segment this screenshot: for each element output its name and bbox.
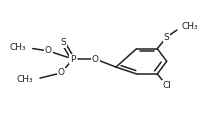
Text: O: O (58, 68, 65, 77)
Text: Cl: Cl (161, 81, 170, 90)
Text: O: O (45, 46, 52, 55)
Text: P: P (70, 55, 75, 63)
Text: S: S (60, 38, 66, 47)
Text: S: S (163, 33, 169, 42)
Text: O: O (91, 55, 98, 63)
Text: CH₃: CH₃ (17, 75, 33, 84)
Text: CH₃: CH₃ (181, 22, 197, 31)
Text: CH₃: CH₃ (9, 43, 26, 52)
